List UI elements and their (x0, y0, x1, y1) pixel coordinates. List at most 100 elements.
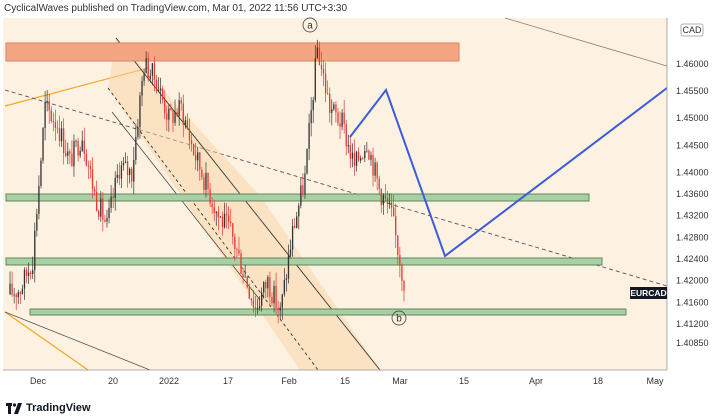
candle-body (246, 276, 248, 288)
candle-body (40, 160, 42, 186)
symbol-price-tag: EURCAD (630, 287, 667, 299)
candle-body (403, 280, 405, 291)
y-tick-label: 1.43200 (676, 211, 709, 221)
candle-body (260, 292, 263, 306)
candle-body (372, 155, 374, 176)
candle-body (190, 140, 193, 145)
candle-body (362, 158, 364, 159)
candle-body (46, 100, 48, 103)
trend-line-lower-left-black (4, 311, 151, 371)
candle-body (98, 210, 100, 217)
candle-body (310, 110, 312, 124)
x-tick-label: 18 (593, 376, 603, 386)
x-tick-label: 20 (108, 376, 118, 386)
candle-body (13, 294, 15, 296)
support-zone-1 (5, 193, 590, 202)
tradingview-logo-icon (6, 402, 22, 414)
candle-body (67, 151, 69, 156)
candle-body (178, 100, 180, 116)
candle-body (366, 150, 368, 152)
svg-text:a: a (307, 21, 313, 32)
candle-body (23, 269, 26, 289)
candle-body (133, 160, 135, 182)
candle-body (182, 103, 184, 125)
candle-body (263, 281, 265, 293)
tradingview-footer: TradingView (6, 400, 91, 416)
candle-body (275, 285, 277, 308)
candle-body (197, 152, 199, 161)
candle-body (351, 152, 354, 159)
candle-body (108, 207, 110, 218)
candle-body (285, 278, 288, 281)
trend-line-dashed-long (4, 89, 668, 287)
candle-body (112, 196, 114, 198)
candle-body (277, 307, 279, 311)
candle-body (357, 151, 360, 161)
trend-line-lower-left-orange (4, 311, 89, 371)
x-tick-label: Mar (392, 376, 408, 386)
candle-body (399, 255, 401, 266)
svg-text:EURCAD: EURCAD (630, 288, 666, 298)
candle-body (296, 216, 298, 228)
candle-body (355, 151, 358, 166)
candle-body (370, 155, 372, 160)
x-tick-label: Apr (529, 376, 543, 386)
candle-body (207, 172, 209, 189)
candle-body (337, 112, 339, 124)
candle-body (219, 216, 222, 218)
wave-label-a: a (302, 17, 318, 33)
candle-body (29, 272, 32, 275)
x-tick-label: May (646, 376, 664, 386)
candle-body (192, 144, 195, 155)
candle-body (203, 177, 205, 190)
candle-body (324, 73, 327, 94)
candle-body (188, 128, 191, 141)
candle-body (73, 141, 75, 167)
candle-body (176, 111, 178, 116)
candle-body (168, 108, 170, 120)
candle-body (248, 287, 250, 299)
candle-body (135, 137, 137, 161)
candle-body (335, 104, 337, 113)
candle-body (34, 230, 36, 271)
y-axis-ticks: 1.46000 1.45500 1.45000 1.44500 1.44000 1.436… (676, 59, 709, 348)
candle-body (341, 112, 343, 127)
candle-body (79, 150, 81, 156)
x-tick-label: 15 (340, 376, 350, 386)
candle-body (234, 236, 236, 249)
candle-body (124, 161, 127, 164)
candle-body (120, 165, 123, 179)
candle-body (58, 128, 61, 142)
y-tick-label: 1.42400 (676, 254, 709, 264)
candle-body (95, 191, 98, 211)
candle-body (345, 124, 347, 147)
candle-body (221, 216, 224, 228)
x-tick-label: 17 (223, 376, 233, 386)
candle-body (32, 270, 34, 275)
candle-body (314, 58, 316, 101)
candle-body (378, 178, 380, 190)
candle-body (52, 120, 55, 122)
candle-body (17, 292, 19, 298)
candle-body (100, 198, 102, 217)
x-tick-label: 15 (459, 376, 469, 386)
candle-body (252, 300, 255, 308)
candle-body (213, 206, 215, 213)
candle-body (258, 305, 261, 308)
candle-body (227, 215, 230, 222)
candle-body (54, 121, 57, 128)
candle-body (60, 128, 63, 142)
candle-body (116, 174, 118, 178)
candle-body (205, 172, 207, 190)
candle-body (331, 109, 333, 113)
y-tick-label: 1.44500 (676, 140, 709, 150)
candle-body (322, 68, 325, 74)
candle-body (401, 265, 403, 281)
svg-text:CAD: CAD (682, 25, 702, 35)
candle-body (106, 217, 108, 222)
candle-body (312, 100, 314, 111)
candle-body (155, 79, 158, 92)
candle-body (81, 140, 83, 151)
candle-body (75, 140, 77, 142)
